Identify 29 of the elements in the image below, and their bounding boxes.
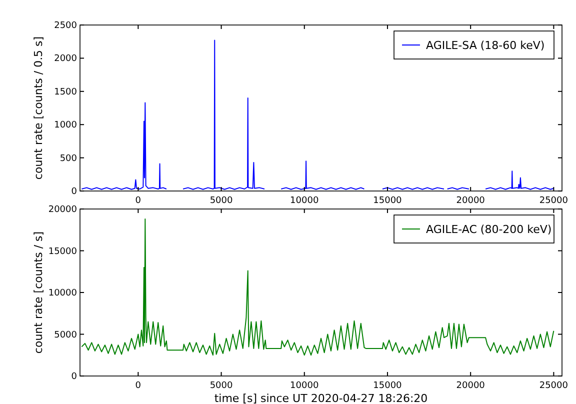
x-axis-title: time [s] since UT 2020-04-27 18:26:20 — [214, 392, 428, 404]
y-axis-title: count rate [counts / 0.5 s] — [32, 36, 45, 180]
x-tick-label: 25000 — [539, 196, 568, 206]
x-tick-label: 0 — [135, 196, 142, 206]
y-tick-label: 1000 — [54, 120, 78, 131]
y-tick-label: 1500 — [54, 87, 78, 98]
y-tick-label: 2500 — [54, 21, 78, 31]
x-tick-label: 5000 — [210, 381, 233, 391]
x-tick-label: 20000 — [456, 196, 486, 206]
x-tick-label: 20000 — [456, 381, 486, 391]
x-tick-label: 25000 — [539, 381, 568, 391]
y-tick-label: 5000 — [54, 330, 78, 340]
y-tick-label: 0 — [71, 187, 78, 197]
legend-label: AGILE-AC (80-200 keV) — [426, 223, 552, 236]
x-tick-label: 15000 — [373, 196, 402, 206]
y-axis-title: count rate [counts / s] — [32, 231, 45, 354]
y-tick-label: 10000 — [48, 288, 78, 298]
x-tick-label: 15000 — [373, 381, 402, 391]
x-tick-label: 10000 — [290, 196, 319, 206]
y-tick-label: 0 — [71, 372, 78, 382]
x-tick-label: 5000 — [210, 196, 233, 206]
line-series — [81, 218, 554, 356]
y-tick-label: 20000 — [48, 205, 78, 215]
y-tick-label: 2000 — [54, 54, 78, 64]
legend-label: AGILE-SA (18-60 keV) — [426, 39, 545, 52]
x-tick-label: 10000 — [290, 381, 319, 391]
y-tick-label: 500 — [60, 154, 78, 164]
y-tick-label: 15000 — [48, 246, 78, 257]
x-tick-label: 0 — [135, 381, 142, 391]
